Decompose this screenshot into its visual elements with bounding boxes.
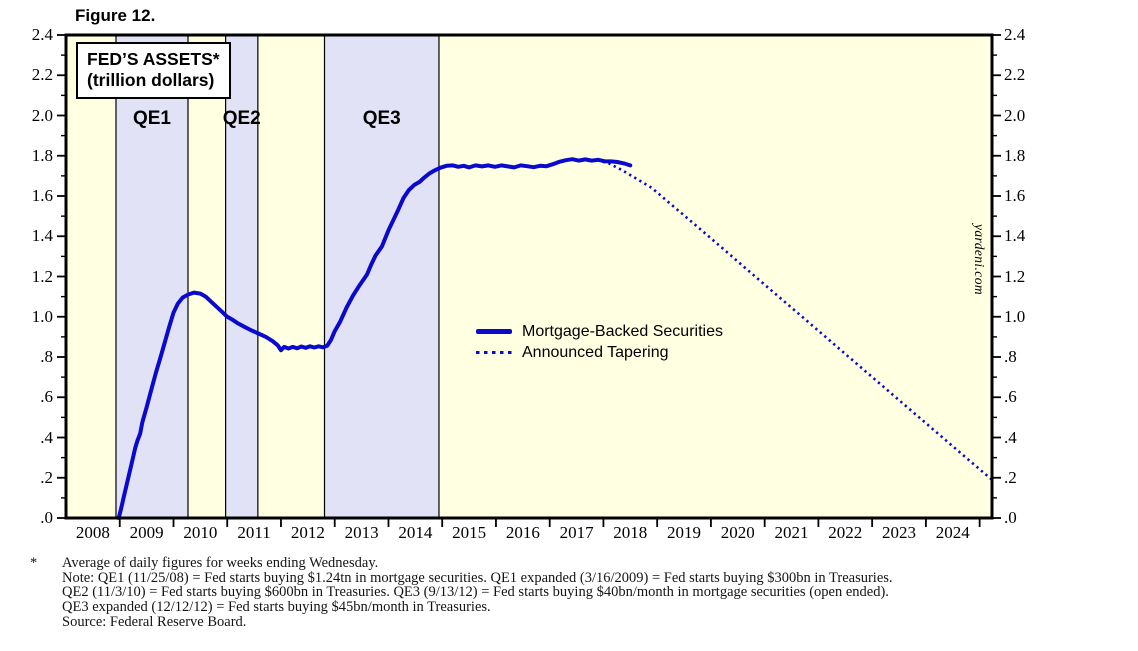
qe-band — [115, 35, 188, 518]
qe-band — [324, 35, 439, 518]
x-axis-year-label: 2013 — [344, 523, 379, 542]
legend: Mortgage-Backed Securities Announced Tap… — [476, 321, 723, 363]
x-axis-year-label: 2023 — [882, 523, 917, 542]
y-axis-label-left: 2.4 — [31, 25, 53, 44]
x-axis-year-label: 2010 — [183, 523, 218, 542]
solid-line-swatch-icon — [476, 329, 512, 334]
footnote-line: Source: Federal Reserve Board. — [62, 613, 247, 630]
legend-label-mbs: Mortgage-Backed Securities — [522, 322, 723, 340]
y-axis-label-right: 1.6 — [1004, 186, 1026, 205]
y-axis-label-left: 1.2 — [31, 266, 53, 286]
y-axis-label-right: .4 — [1004, 427, 1017, 447]
y-axis-label-left: 1.4 — [31, 226, 53, 246]
x-axis-year-label: 2014 — [398, 523, 433, 542]
y-axis-label-left: 2.2 — [31, 65, 53, 85]
y-axis-label-right: .8 — [1004, 347, 1017, 366]
dotted-line-swatch-icon — [476, 350, 512, 355]
band-label-qe2: QE2 — [222, 108, 261, 129]
x-axis-year-label: 2020 — [720, 523, 755, 542]
chart-title-line1: FED’S ASSETS* — [87, 49, 220, 69]
y-axis-label-left: .8 — [40, 347, 53, 366]
legend-item-tapering: Announced Tapering — [476, 342, 723, 363]
y-axis-label-right: 1.0 — [1004, 306, 1026, 326]
y-axis-label-right: 1.8 — [1004, 145, 1026, 165]
y-axis-label-left: .2 — [40, 467, 53, 487]
chart-title-box: FED’S ASSETS* (trillion dollars) — [76, 42, 231, 99]
y-axis-label-right: 2.0 — [1004, 105, 1026, 125]
band-label-qe1: QE1 — [132, 108, 171, 129]
footnote-line: QE2 (11/3/10) = Fed starts buying $600bn… — [62, 584, 889, 601]
y-axis-label-left: .6 — [40, 387, 53, 407]
y-axis-label-left: .4 — [40, 427, 53, 447]
x-axis-year-label: 2016 — [505, 523, 540, 542]
qe-band — [225, 35, 258, 518]
y-axis-label-right: 1.4 — [1004, 226, 1026, 246]
footnote-lines: Average of daily figures for weeks endin… — [62, 556, 893, 630]
plot-area-background — [66, 35, 992, 518]
y-axis-label-right: 2.4 — [1004, 25, 1026, 44]
footnote-star: * — [30, 555, 38, 571]
x-axis-year-label: 2008 — [75, 523, 110, 542]
y-axis-label-right: .0 — [1004, 508, 1017, 527]
x-axis-year-label: 2021 — [774, 523, 809, 542]
y-axis-label-left: 1.0 — [31, 306, 53, 326]
legend-label-tapering: Announced Tapering — [522, 343, 669, 361]
x-axis-year-label: 2024 — [935, 523, 970, 542]
legend-item-mbs: Mortgage-Backed Securities — [476, 321, 723, 342]
x-axis-year-label: 2019 — [667, 523, 702, 542]
y-axis-label-left: .0 — [40, 508, 53, 527]
chart-title-line2: (trillion dollars) — [87, 70, 215, 90]
footnote-line: Note: QE1 (11/25/08) = Fed starts buying… — [62, 569, 893, 586]
figure-label: Figure 12. — [75, 6, 156, 25]
mbs-line — [116, 157, 633, 520]
x-axis-year-label: 2015 — [452, 523, 487, 542]
plot-border — [64, 33, 994, 520]
y-axis-label-left: 2.0 — [31, 105, 53, 125]
y-axis-label-left: 1.8 — [31, 145, 53, 165]
x-axis-year-label: 2011 — [237, 523, 271, 542]
tapering-line — [596, 158, 993, 481]
y-axis-label-right: .6 — [1004, 387, 1017, 407]
x-axis-year-label: 2018 — [613, 523, 648, 542]
y-axis-label-left: 1.6 — [31, 186, 53, 205]
x-axis-year-label: 2022 — [828, 523, 863, 542]
watermark-yardeni: yardeni.com — [972, 224, 987, 296]
footnote: * Average of daily figures for weeks end… — [30, 556, 893, 630]
y-axis-label-right: 2.2 — [1004, 65, 1026, 85]
footnote-line: Average of daily figures for weeks endin… — [62, 555, 379, 571]
x-axis-year-label: 2012 — [290, 523, 325, 542]
band-label-qe3: QE3 — [362, 108, 401, 129]
x-axis-year-label: 2017 — [559, 523, 594, 542]
footnote-line: QE3 expanded (12/12/12) = Fed starts buy… — [62, 599, 491, 616]
x-axis-year-label: 2009 — [129, 523, 164, 542]
y-axis-label-right: 1.2 — [1004, 266, 1026, 286]
y-axis-label-right: .2 — [1004, 467, 1017, 487]
